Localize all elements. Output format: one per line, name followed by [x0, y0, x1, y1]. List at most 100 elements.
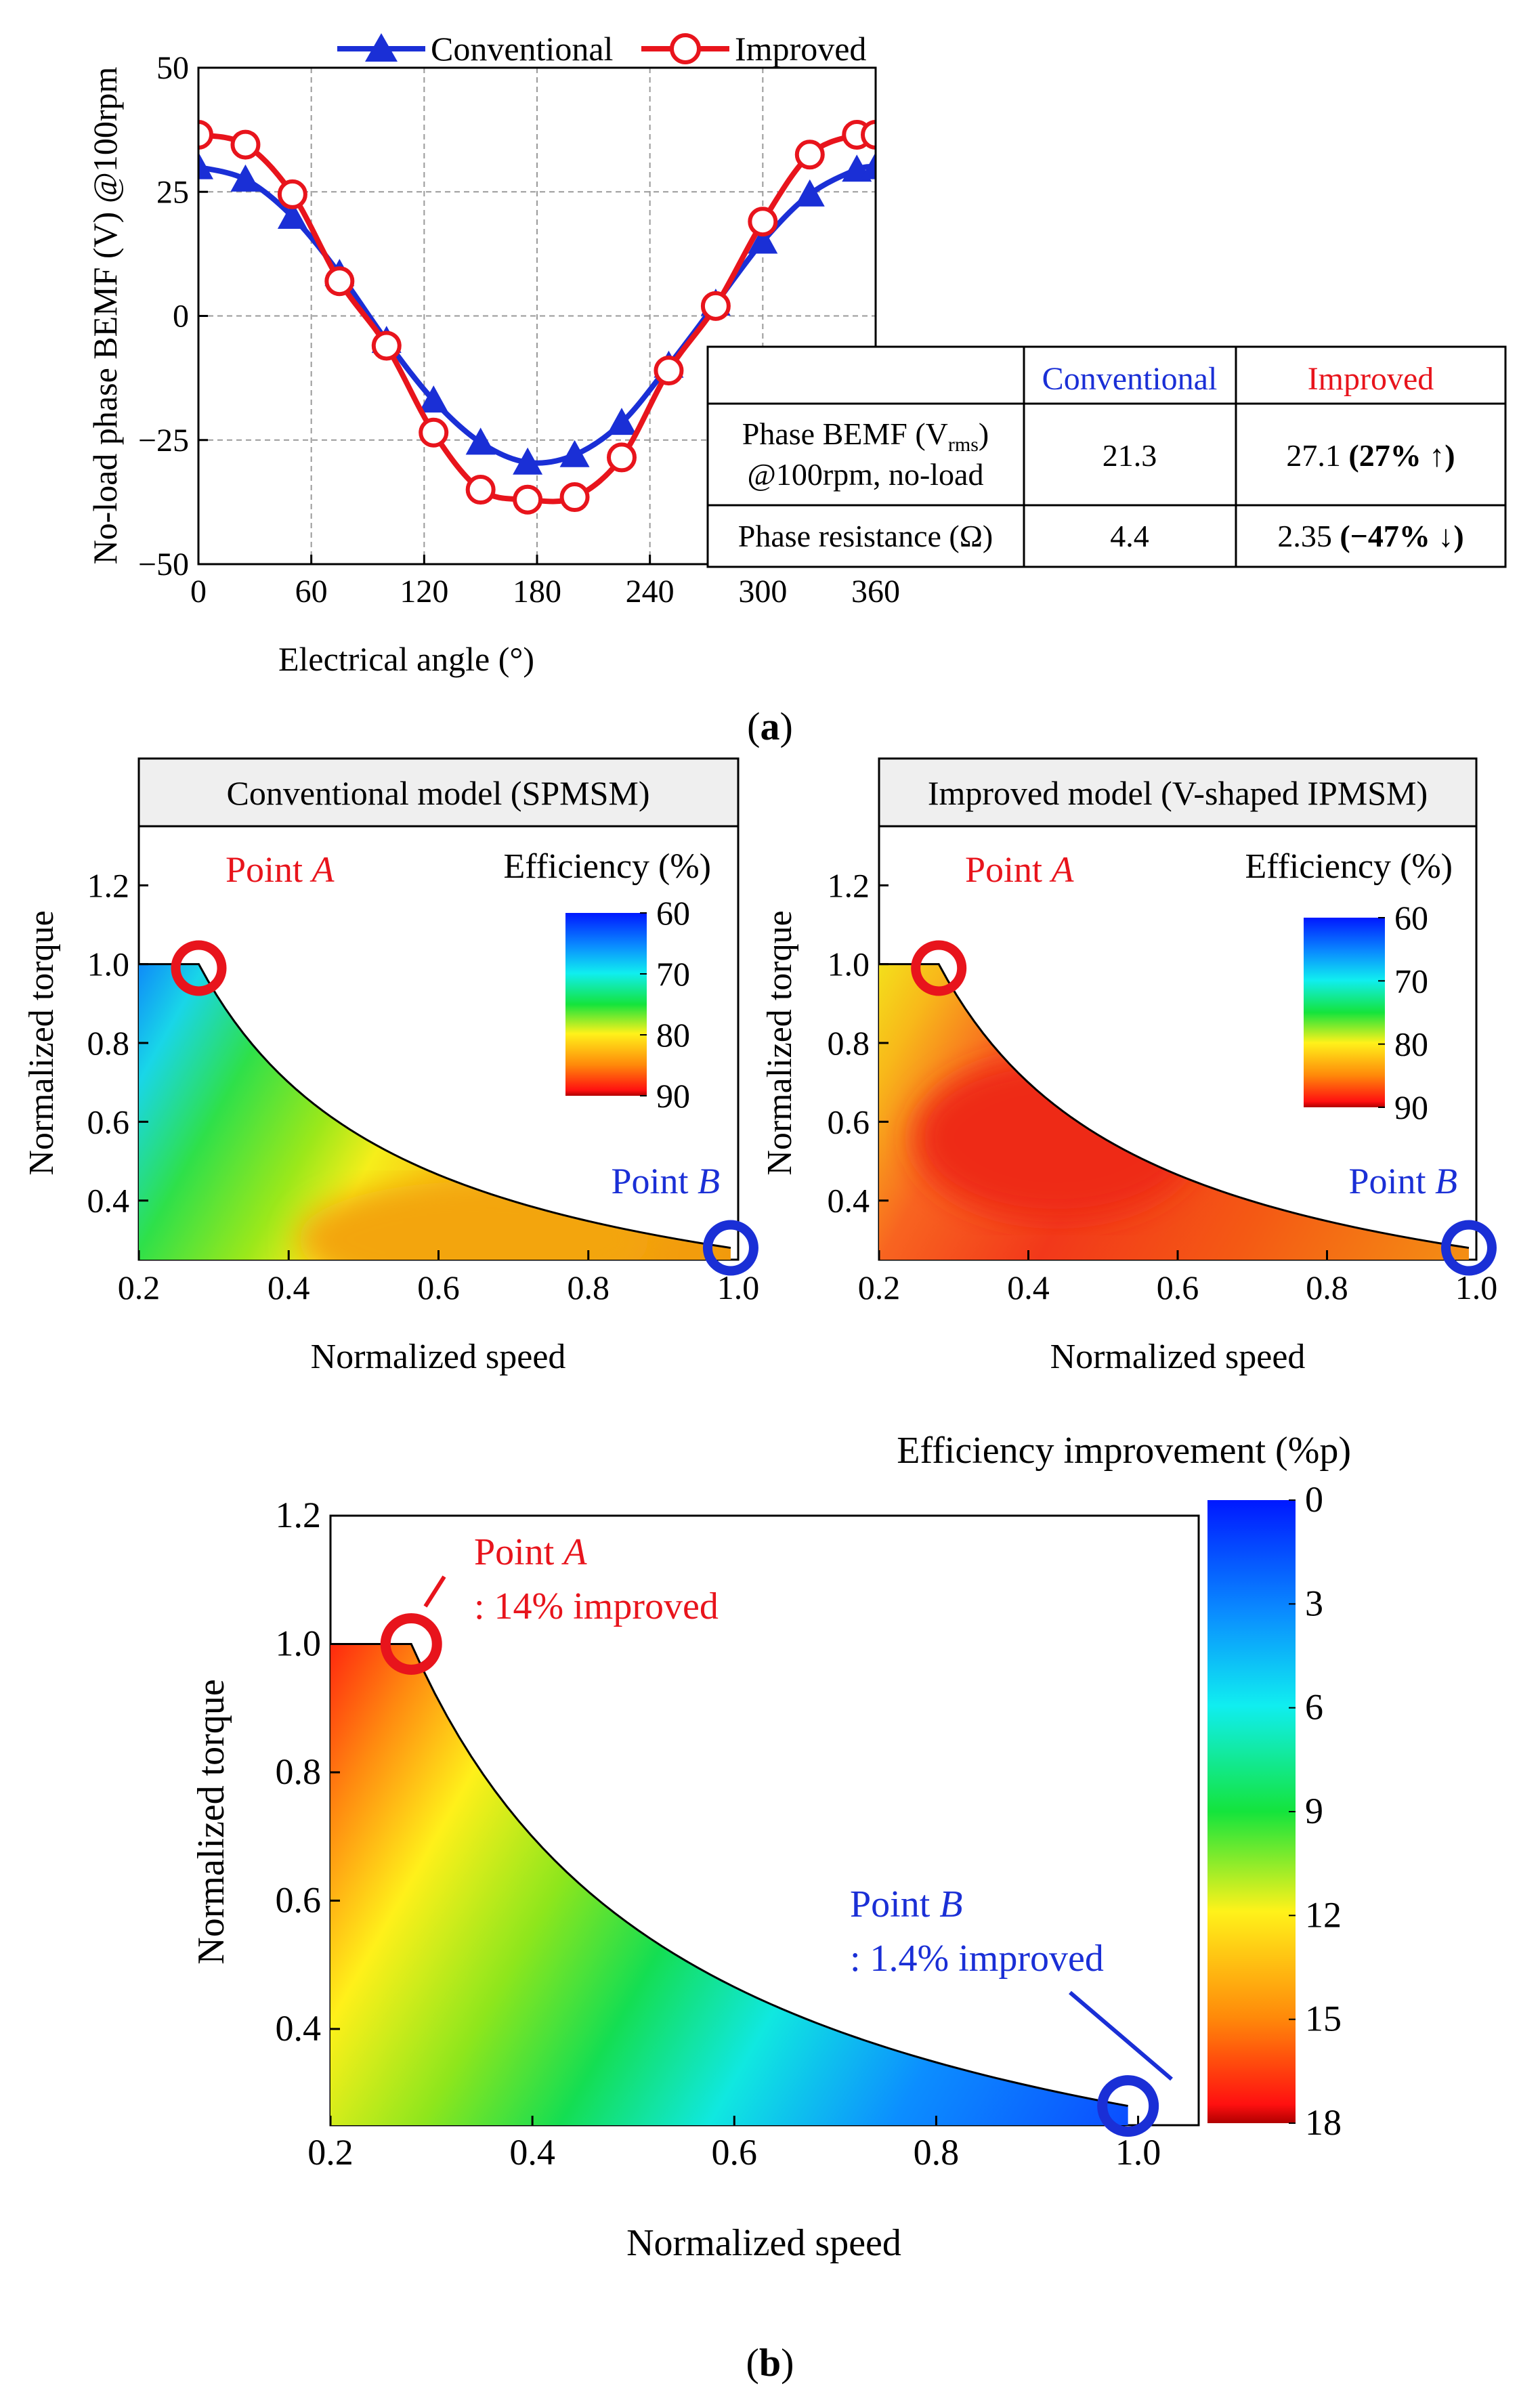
- panel-label-a: (a): [747, 704, 793, 748]
- bemf-point-improved: [324, 266, 355, 297]
- point-a-leader: [423, 1575, 446, 1608]
- bemf-point-improved: [230, 129, 261, 160]
- bemf-point-conventional: [861, 152, 876, 179]
- bemf-y-axis-label: No-load phase BEMF (V) @100rpm: [86, 66, 124, 564]
- legend-improved-marker: [670, 33, 701, 64]
- bemf-point-conventional: [607, 408, 637, 435]
- map-title: Improved model (V-shaped IPMSM): [928, 774, 1428, 812]
- panel-label-b: (b): [746, 2341, 794, 2385]
- map-x-tick-label: 1.0: [1115, 2132, 1161, 2173]
- map-x-axis-label: Normalized speed: [626, 2222, 901, 2264]
- bemf-x-tick-label: 180: [513, 574, 561, 610]
- colorbar-tick-label: 80: [1394, 1025, 1428, 1063]
- map-y-axis-label: Normalized torque: [22, 910, 61, 1175]
- point-b-marker: [1440, 1220, 1497, 1276]
- bemf-series: [198, 119, 876, 515]
- bemf-x-tick-label: 300: [738, 574, 787, 610]
- table-row1-label-line2: @100rpm, no-load: [748, 457, 984, 492]
- map-x-tick-label: 0.6: [417, 1268, 460, 1306]
- bemf-y-tick-label: 25: [156, 174, 189, 210]
- bemf-point-conventional: [748, 226, 778, 254]
- bemf-point-conventional: [465, 427, 496, 455]
- colorbar: [1304, 918, 1385, 1107]
- bemf-point-improved: [465, 475, 496, 505]
- efficiency-map-improved: Improved model (V-shaped IPMSM) 0.2 0.4 0.…: [761, 757, 1497, 1376]
- point-a-label: Point A: [474, 1531, 587, 1573]
- legend-conventional-label: Conventional: [431, 30, 613, 68]
- table-header-conventional: Conventional: [1042, 361, 1218, 397]
- bemf-point-improved: [371, 330, 402, 361]
- bemf-line-improved: [198, 130, 876, 505]
- efficiency-improvement-map: 0.2 0.4 0.6 0.8 1.0 1.2 1.0 0.8 0.6 0.4 Normalize…: [190, 1430, 1351, 2385]
- bemf-point-improved: [419, 417, 449, 448]
- colorbar-tick-label: 90: [656, 1077, 690, 1115]
- bemf-point-conventional: [230, 164, 261, 192]
- colorbar-title: Efficiency (%): [1245, 847, 1453, 886]
- bemf-point-conventional: [513, 447, 543, 475]
- point-a-note: : 14% improved: [474, 1585, 719, 1627]
- legend-conventional-marker: [365, 33, 398, 62]
- point-b-label: Point B: [850, 1883, 962, 1925]
- map-x-tick-label: 0.8: [1306, 1268, 1348, 1306]
- map-y-axis-label: Normalized torque: [761, 910, 799, 1175]
- point-a-marker: [380, 1613, 442, 1675]
- colorbar: [1207, 1500, 1296, 2123]
- bemf-point-improved: [794, 140, 825, 170]
- torque-speed-envelope: [879, 963, 1470, 1250]
- point-a-label: Point A: [226, 849, 335, 890]
- map-x-tick-label: 0.2: [118, 1268, 161, 1306]
- bemf-legend: Conventional Improved: [337, 30, 866, 68]
- table-row2-label: Phase resistance (Ω): [738, 519, 993, 553]
- table-row2-conventional-value: 4.4: [1110, 519, 1149, 553]
- colorbar-ticks: 0 3 6 9 12 15 18: [1289, 1479, 1342, 2143]
- colorbar-tick-label: 90: [1394, 1088, 1428, 1126]
- torque-speed-envelope: [139, 963, 731, 1250]
- colorbar-ticks: 60 70 80 90: [640, 894, 690, 1115]
- map-y-tick-label: 1.2: [828, 866, 870, 904]
- bemf-y-tick-label: 50: [156, 50, 189, 86]
- table-frame: [706, 345, 1507, 568]
- map-x-axis-label: Normalized speed: [311, 1338, 566, 1376]
- map-y-tick-label: 1.2: [276, 1495, 322, 1535]
- map-y-tick-label: 0.6: [828, 1103, 870, 1140]
- map-y-tick-label: 0.4: [276, 2008, 322, 2049]
- colorbar-tick-label: 0: [1305, 1479, 1323, 1520]
- table-row1-conventional-value: 21.3: [1103, 438, 1157, 473]
- map-x-tick-label: 0.2: [858, 1268, 901, 1306]
- point-b-marker: [702, 1220, 758, 1276]
- bemf-point-improved: [654, 356, 684, 386]
- colorbar-tick-label: 15: [1305, 1999, 1342, 2039]
- table-row1-label: Phase BEMF (Vrms): [742, 417, 989, 456]
- table-row2-improved-value: 2.35 (−47% ↓): [1277, 519, 1463, 553]
- bemf-point-conventional: [559, 440, 590, 467]
- table-row1-improved-value: 27.1 (27% ↑): [1286, 438, 1455, 473]
- map-y-tick-label: 1.2: [87, 866, 130, 904]
- map-y-tick-label: 1.0: [828, 945, 870, 983]
- map-x-tick-label: 0.4: [1007, 1268, 1050, 1306]
- map-y-tick-label: 1.0: [87, 945, 130, 983]
- bemf-y-tick-label: 0: [173, 299, 189, 335]
- colorbar-tick-label: 18: [1305, 2102, 1342, 2143]
- bemf-x-tick-label: 240: [626, 574, 675, 610]
- map-y-tick-label: 0.4: [87, 1182, 130, 1220]
- bemf-y-tick-label: −50: [138, 547, 189, 582]
- map-y-tick-label: 0.6: [276, 1879, 322, 1920]
- torque-speed-envelope: [330, 1642, 1128, 2108]
- map-x-tick-label: 0.4: [509, 2132, 555, 2173]
- map-title: Conventional model (SPMSM): [226, 774, 649, 812]
- colorbar-tick-label: 3: [1305, 1583, 1323, 1623]
- bemf-x-tick-label: 120: [400, 574, 448, 610]
- map-x-tick-label: 0.4: [268, 1268, 310, 1306]
- map-y-axis-label: Normalized torque: [190, 1679, 232, 1964]
- bemf-point-improved: [513, 484, 543, 515]
- legend-improved-label: Improved: [735, 30, 866, 68]
- map-y-tick-label: 1.0: [276, 1623, 322, 1663]
- colorbar-tick-label: 12: [1305, 1894, 1342, 1935]
- bemf-point-improved: [559, 482, 590, 513]
- map-title-box: [878, 757, 1478, 828]
- colorbar-tick-label: 70: [1394, 962, 1428, 1000]
- colorbar-title: Efficiency improvement (%p): [897, 1430, 1351, 1472]
- bemf-point-improved: [198, 119, 213, 150]
- map-x-tick-label: 0.8: [914, 2132, 960, 2173]
- bemf-point-conventional: [794, 179, 825, 207]
